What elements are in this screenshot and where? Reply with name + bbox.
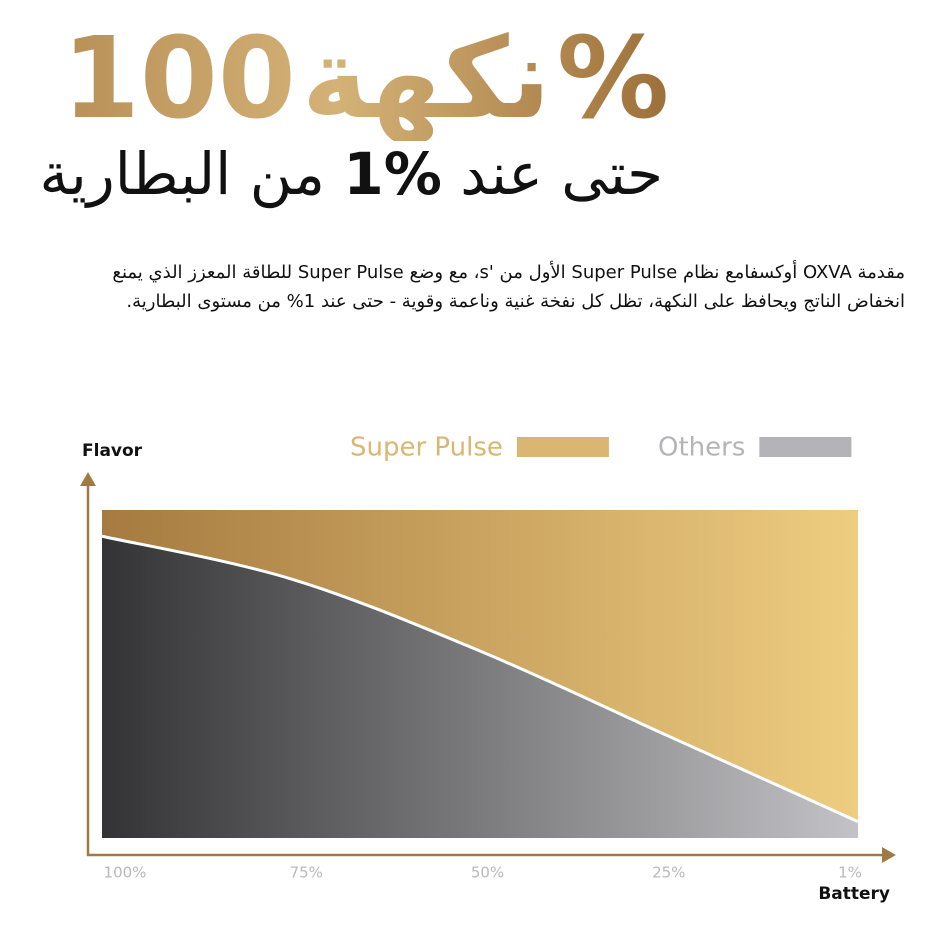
subline-part: حتى عند — [460, 140, 663, 208]
x-tick-label: 50% — [471, 864, 504, 882]
x-tick-label: 75% — [290, 864, 323, 882]
x-tick-label: 1% — [838, 864, 862, 882]
x-tick-label: 100% — [104, 864, 147, 882]
plot — [101, 508, 859, 838]
legend-label: Super Pulse — [350, 433, 503, 463]
y-axis-label: Flavor — [82, 441, 143, 461]
subline-part: من البطارية — [39, 140, 325, 208]
subline-part: %1 — [343, 140, 442, 208]
legend-swatch — [759, 437, 852, 457]
description: مقدمة OXVA أوكسفامع نظام Super Pulse الأ… — [112, 262, 905, 312]
y-arrow — [80, 472, 96, 486]
x-axis-label: Battery — [818, 884, 890, 904]
legend-label: Others — [658, 433, 745, 463]
legend-swatch — [516, 437, 609, 457]
area — [102, 536, 858, 838]
subline: حتى عند %1 من البطارية — [39, 140, 663, 210]
area-edge — [101, 534, 859, 823]
x-tick-label: 25% — [652, 864, 685, 882]
x-arrow — [882, 847, 896, 863]
